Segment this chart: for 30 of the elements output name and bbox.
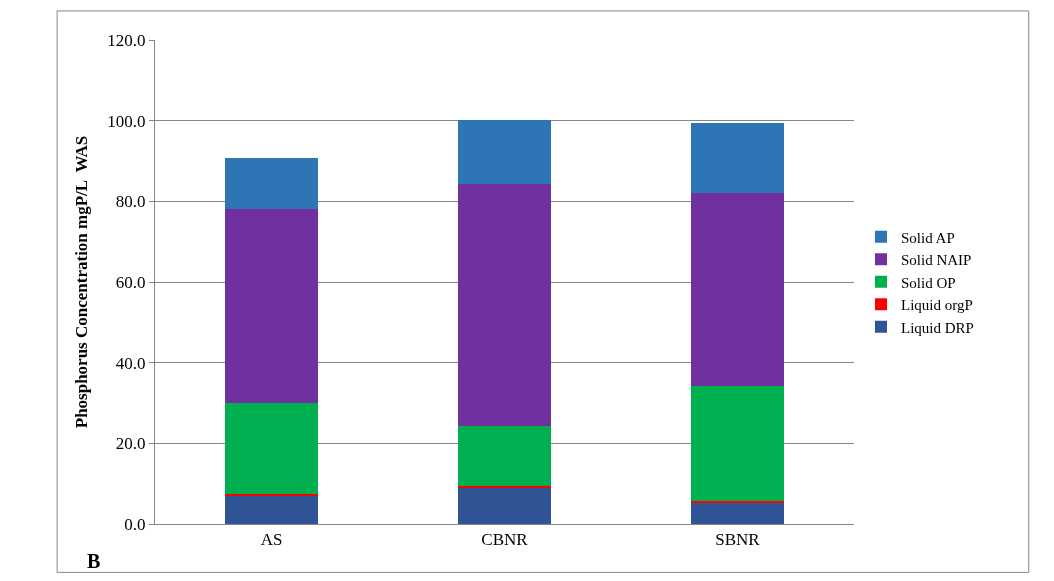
bar: [224, 157, 319, 210]
bar: [690, 500, 785, 503]
y-tick-label: 20.0: [115, 434, 146, 454]
bar: [690, 123, 785, 194]
bar: [457, 487, 552, 524]
y-tick-label: 40.0: [115, 353, 146, 373]
y-tick-label: 100.0: [107, 111, 146, 131]
legend-label: Solid OP: [900, 274, 956, 291]
bar: [690, 502, 785, 524]
y-axis-title: Phosphorus Concentration mgP/L WAS: [71, 135, 91, 429]
legend-label: Solid AP: [900, 229, 955, 246]
bar: [224, 209, 319, 403]
bar: [457, 183, 552, 427]
bar: [224, 403, 319, 495]
legend-label: Liquid DRP: [900, 319, 974, 336]
y-tick-label: 60.0: [115, 272, 146, 292]
y-tick-label: 80.0: [115, 192, 146, 212]
text: B: [87, 550, 101, 572]
bar: [457, 426, 552, 487]
y-tick-label: 0.0: [124, 514, 146, 534]
legend-label: Liquid orgP: [900, 297, 973, 314]
legend-label: Solid NAIP: [900, 252, 972, 269]
x-tick-label: AS: [260, 530, 283, 550]
bar: [224, 495, 319, 524]
y-tick-label: 120.0: [107, 30, 146, 50]
bar: [457, 119, 552, 184]
x-tick-label: SBNR: [715, 530, 761, 550]
x-tick-label: CBNR: [481, 530, 529, 550]
bar: [690, 193, 785, 387]
bar: [690, 386, 785, 501]
